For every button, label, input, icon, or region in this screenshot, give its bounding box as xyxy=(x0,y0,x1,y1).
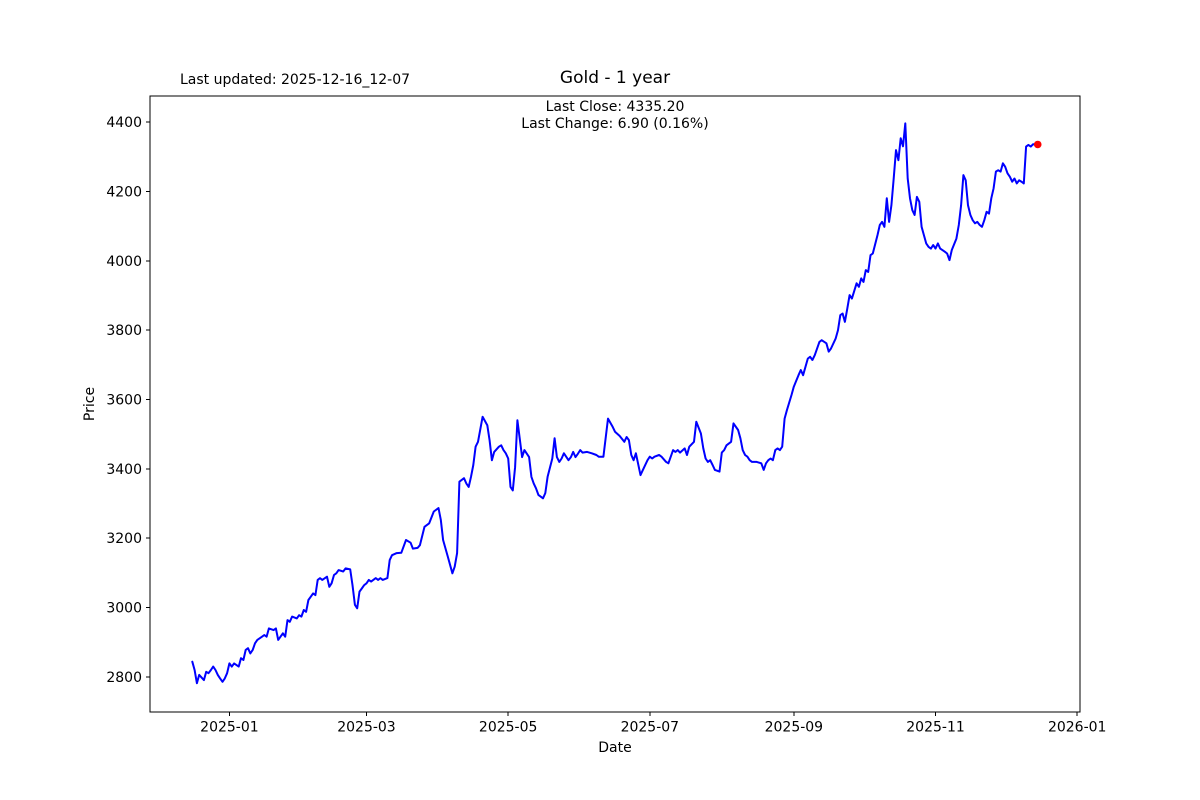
price-line xyxy=(191,122,1039,685)
last-close-text: Last Close: 4335.20 xyxy=(545,99,685,115)
y-tick-label: 3400 xyxy=(106,462,142,478)
x-tick-label: 2025-05 xyxy=(479,720,538,736)
chart-title: Gold - 1 year xyxy=(559,68,671,88)
x-tick-label: 2025-07 xyxy=(621,720,680,736)
y-tick-label: 4200 xyxy=(106,184,142,200)
y-tick-label: 3000 xyxy=(106,601,142,617)
x-tick-label: 2025-03 xyxy=(337,720,396,736)
y-tick-label: 3200 xyxy=(106,531,142,547)
axes-frame xyxy=(149,95,1081,713)
x-tick-label: 2026-01 xyxy=(1048,720,1107,736)
y-tick-label: 3600 xyxy=(106,392,142,408)
x-tick-label: 2025-11 xyxy=(906,720,965,736)
y-tick-label: 3800 xyxy=(106,323,142,339)
x-tick-label: 2025-01 xyxy=(200,720,259,736)
y-tick-label: 4000 xyxy=(106,254,142,270)
x-tick-label: 2025-09 xyxy=(765,720,824,736)
last-updated-text: Last updated: 2025-12-16_12-07 xyxy=(180,72,411,88)
x-axis-label: Date xyxy=(598,740,632,756)
y-tick-label: 2800 xyxy=(106,670,142,686)
y-tick-label: 4400 xyxy=(106,115,142,131)
last-point-marker xyxy=(1033,140,1042,149)
y-axis-label: Price xyxy=(82,386,98,422)
last-change-text: Last Change: 6.90 (0.16%) xyxy=(521,115,709,132)
